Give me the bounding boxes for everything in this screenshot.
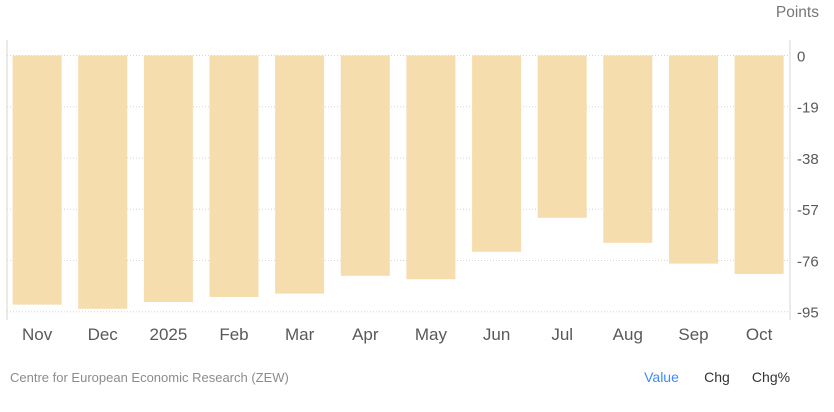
svg-text:Oct: Oct	[746, 325, 773, 344]
svg-text:Aug: Aug	[613, 325, 643, 344]
svg-text:Apr: Apr	[352, 325, 379, 344]
svg-text:Feb: Feb	[219, 325, 248, 344]
svg-text:May: May	[415, 325, 448, 344]
svg-text:-19: -19	[797, 100, 819, 117]
svg-text:Dec: Dec	[88, 325, 119, 344]
svg-text:2025: 2025	[149, 325, 187, 344]
svg-text:Value: Value	[644, 369, 679, 385]
svg-text:Chg%: Chg%	[752, 369, 790, 385]
svg-text:Jul: Jul	[551, 325, 573, 344]
svg-text:-76: -76	[797, 253, 819, 270]
svg-text:-57: -57	[797, 202, 819, 219]
svg-text:Sep: Sep	[678, 325, 708, 344]
svg-text:Points: Points	[776, 4, 819, 21]
svg-text:0: 0	[797, 48, 805, 65]
svg-text:-38: -38	[797, 151, 819, 168]
svg-text:-95: -95	[797, 305, 819, 322]
svg-text:Centre for European Economic R: Centre for European Economic Research (Z…	[10, 370, 289, 385]
svg-text:Nov: Nov	[22, 325, 53, 344]
svg-text:Chg: Chg	[704, 369, 730, 385]
svg-text:Mar: Mar	[285, 325, 315, 344]
svg-text:Jun: Jun	[483, 325, 510, 344]
